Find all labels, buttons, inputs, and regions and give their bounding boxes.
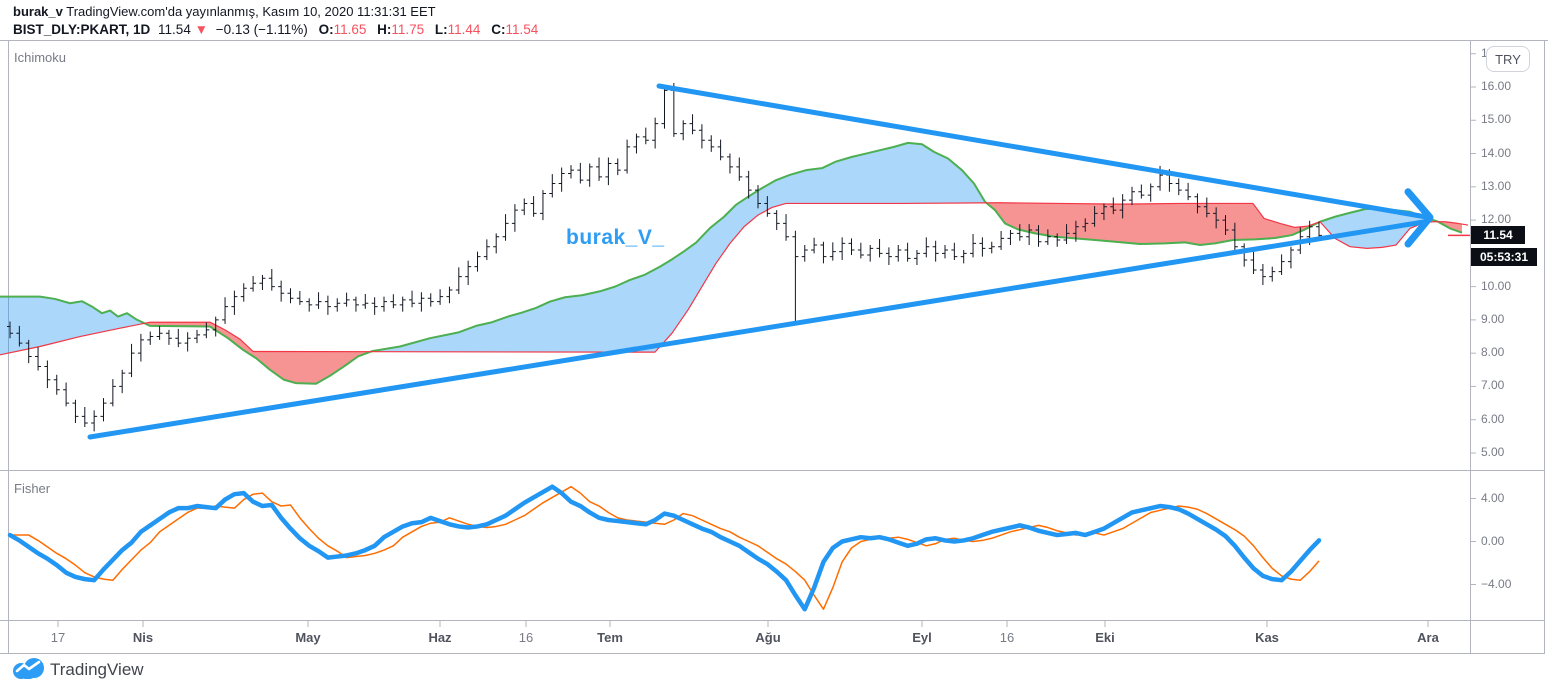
author-name: burak_v — [13, 4, 63, 19]
tradingview-wordmark[interactable]: TradingView — [50, 660, 144, 679]
high-value: 11.75 — [391, 22, 425, 37]
low-value: 11.44 — [447, 22, 481, 37]
main-pane-indicator-label: Ichimoku — [14, 50, 67, 65]
time-axis-label: Nis — [132, 630, 154, 645]
price-axis-label: 14.00 — [1481, 145, 1512, 160]
fisher-axis-label: 4.00 — [1481, 490, 1505, 505]
down-arrow-icon: ▼ — [194, 22, 208, 37]
currency-toggle-button[interactable]: TRY — [1486, 46, 1530, 72]
price-axis-label: 13.00 — [1481, 178, 1512, 193]
price-axis-label: 15.00 — [1481, 112, 1512, 127]
open-value: 11.65 — [333, 22, 367, 37]
byline: burak_v TradingView.com'da yayınlanmış, … — [13, 4, 436, 20]
price-axis-label: 7.00 — [1481, 378, 1505, 393]
price-axis-label: 16.00 — [1481, 79, 1512, 93]
open-label: O: — [318, 22, 334, 37]
bar-countdown-badge: 05:53:31 — [1471, 248, 1537, 266]
time-axis-label: Ara — [1417, 630, 1439, 645]
time-axis-label: Tem — [597, 630, 623, 645]
low-label: L: — [434, 22, 448, 37]
tradingview-logo-icon[interactable] — [12, 657, 46, 681]
byline-text: TradingView.com'da yayınlanmış, Kasım 10… — [62, 4, 436, 19]
fisher-pane-indicator-label: Fisher — [14, 481, 51, 496]
time-axis-label: May — [295, 630, 321, 645]
fisher-axis-label: −4.00 — [1481, 576, 1512, 591]
price-change: −0.13 (−1.11%) — [215, 22, 308, 37]
fisher-axis-label: 0.00 — [1481, 533, 1505, 548]
price-axis-label: 6.00 — [1481, 411, 1505, 426]
time-axis-label: Kas — [1255, 630, 1279, 645]
close-label: C: — [491, 22, 506, 37]
last-price: 11.54 — [158, 22, 191, 37]
symbol-ohlc-row: BIST_DLY:PKART, 1D 11.54 ▼ −0.13 (−1.11%… — [13, 21, 538, 38]
time-axis-label: Haz — [428, 630, 452, 645]
last-price-badge: 11.54 — [1471, 226, 1525, 244]
price-axis-label: 5.00 — [1481, 444, 1505, 459]
price-axis-label: 9.00 — [1481, 311, 1505, 326]
high-label: H: — [377, 22, 392, 37]
price-axis-label: 10.00 — [1481, 278, 1512, 293]
time-axis-label: Ağu — [755, 630, 781, 645]
time-axis-label: 16 — [518, 630, 534, 645]
time-axis-label: Eki — [1095, 630, 1115, 645]
price-axis-label: 8.00 — [1481, 345, 1505, 360]
time-axis-label: 16 — [999, 630, 1015, 645]
price-axis-label: 12.00 — [1481, 212, 1512, 227]
close-value: 11.54 — [505, 22, 539, 37]
time-axis-label: Eyl — [912, 630, 932, 645]
author-watermark: burak_V_ — [566, 226, 665, 249]
symbol-title: BIST_DLY:PKART, 1D — [13, 22, 151, 37]
time-axis-label: 17 — [50, 630, 66, 645]
